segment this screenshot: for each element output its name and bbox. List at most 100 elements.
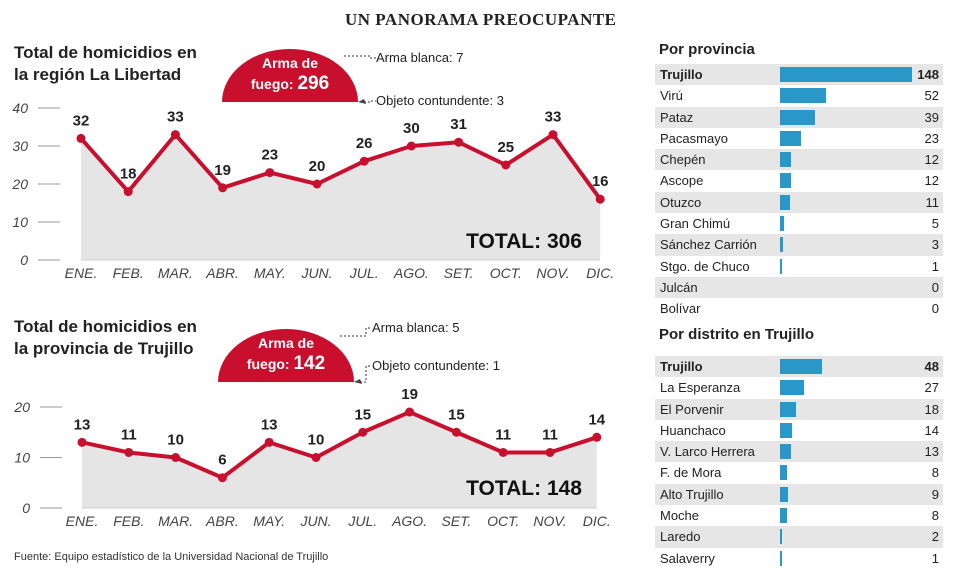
data-label: 10 <box>308 432 325 449</box>
data-point <box>358 427 368 437</box>
bar-label: Trujillo <box>660 67 703 82</box>
callout-label-prefix: fuego: <box>251 76 298 92</box>
bar-row: Laredo 2 <box>655 526 943 548</box>
x-tick-label: JUL. <box>349 265 379 281</box>
bar-row: Trujillo 148 <box>655 64 943 86</box>
bar-label: Pacasmayo <box>660 130 728 146</box>
y-tick-label: 10 <box>12 214 28 230</box>
bar-row: Chepén 12 <box>655 149 943 171</box>
bar <box>780 194 790 210</box>
bar-value: 27 <box>924 380 939 396</box>
callout-note-2: Objeto contundente: 3 <box>376 93 504 108</box>
callout-sliver-shape <box>358 99 366 104</box>
x-tick-label: MAY. <box>253 513 285 529</box>
callout-note-1: Arma blanca: 7 <box>376 50 463 65</box>
bar-label: Salaverry <box>660 550 715 566</box>
bar-label: La Esperanza <box>660 380 741 396</box>
data-point <box>592 432 602 442</box>
bar-value: 2 <box>931 529 939 545</box>
bar-row: V. Larco Herrera 13 <box>655 441 943 463</box>
y-tick-label: 40 <box>12 100 28 116</box>
bar-value: 12 <box>924 173 939 189</box>
x-tick-label: MAR. <box>158 265 193 281</box>
callout-label-prefix: fuego: <box>247 356 294 372</box>
bar-row: Alto Trujillo 9 <box>655 483 943 506</box>
bar <box>780 258 782 274</box>
bar-label: Otuzco <box>660 194 702 210</box>
callout-value: 142 <box>293 353 325 374</box>
bar-value: 13 <box>924 444 939 460</box>
bar-label: Ascope <box>660 173 704 189</box>
data-label: 30 <box>403 120 420 137</box>
y-tick-label: 0 <box>22 500 30 516</box>
x-tick-label: JUN. <box>300 265 332 281</box>
bar-row: Trujillo 48 <box>655 356 943 378</box>
callout-label-line2: fuego: 296 <box>251 73 329 94</box>
bar <box>780 237 783 253</box>
data-label: 33 <box>545 109 562 126</box>
bar-row: La Esperanza 27 <box>655 377 943 398</box>
y-tick-label: 0 <box>20 252 28 268</box>
bar-row: Salaverry 1 <box>655 548 943 569</box>
bar-row: Sánchez Carrión 3 <box>655 234 943 256</box>
total-label: TOTAL: 148 <box>466 477 582 500</box>
bar-label: Gran Chimú <box>660 216 731 232</box>
callout-leader-2 <box>364 100 376 103</box>
bar-row: Ascope 12 <box>655 170 943 191</box>
x-tick-label: DIC. <box>583 513 611 529</box>
callout-label-line2: fuego: 142 <box>247 353 325 374</box>
bar-row: Stgo. de Chuco 1 <box>655 256 943 277</box>
data-label: 11 <box>121 426 137 443</box>
bar-value: 3 <box>931 237 939 253</box>
bar <box>780 401 796 417</box>
x-tick-label: MAR. <box>158 513 193 529</box>
data-label: 16 <box>592 173 609 190</box>
callout-sliver-shape <box>354 379 362 384</box>
bar-row: El Porvenir 18 <box>655 398 943 420</box>
data-point <box>265 168 275 178</box>
bar <box>780 422 793 438</box>
bar-value: 9 <box>931 486 939 502</box>
data-label: 18 <box>120 166 137 183</box>
callout-note-1: Arma blanca: 5 <box>372 320 459 335</box>
bar-value: 5 <box>931 216 939 232</box>
data-point <box>123 187 133 197</box>
x-tick-label: ABR. <box>205 513 239 529</box>
main-title: UN PANORAMA PREOCUPANTE <box>345 10 617 29</box>
bar-label: Chepén <box>660 152 706 168</box>
data-point <box>218 183 228 193</box>
bar-value: 0 <box>931 301 939 317</box>
bar <box>780 380 804 396</box>
x-tick-label: OCT. <box>487 513 519 529</box>
bar <box>780 130 801 146</box>
bar-value: 12 <box>924 152 939 168</box>
x-tick-label: SET. <box>444 265 474 281</box>
province-bar-list: Trujillo 148 Virú 52 Pataz 39 Pacasmayo 23 Chepé… <box>655 64 943 320</box>
bar-row: Moche 8 <box>655 505 943 526</box>
bar-value: 1 <box>931 550 939 566</box>
y-tick-label: 10 <box>14 450 30 466</box>
x-tick-label: ENE. <box>66 513 99 529</box>
bar-label: Moche <box>660 508 700 524</box>
bar-label: Virú <box>660 88 683 104</box>
callout-firearm-shape <box>218 328 354 382</box>
bar-row: Bolívar 0 <box>655 298 943 319</box>
source-note: Fuente: Equipo estadístico de la Univers… <box>14 551 329 563</box>
district-title: Por distrito en Trujillo <box>659 326 815 343</box>
chart1-title: Total de homicidios en la región La Libe… <box>14 43 197 84</box>
bar-label: Huanchaco <box>660 422 726 438</box>
bar-value: 8 <box>931 508 939 524</box>
x-tick-label: OCT. <box>490 265 522 281</box>
x-tick-label: FEB. <box>113 513 144 529</box>
x-tick-label: AGO. <box>393 265 429 281</box>
callout-leader-2 <box>360 365 372 383</box>
bar-row: Virú 52 <box>655 85 943 106</box>
bar-value: 0 <box>931 279 939 295</box>
data-point <box>171 453 181 462</box>
bar-label: Laredo <box>660 529 701 545</box>
data-point <box>454 137 464 147</box>
chart2-line-chart: 0 10 20 13 11 10 6 13 10 15 19 15 11 11 14 ENE. FEB. MAR.… <box>13 320 611 529</box>
bar <box>780 529 782 545</box>
x-tick-label: JUL. <box>347 513 377 529</box>
data-label: 10 <box>167 432 184 449</box>
